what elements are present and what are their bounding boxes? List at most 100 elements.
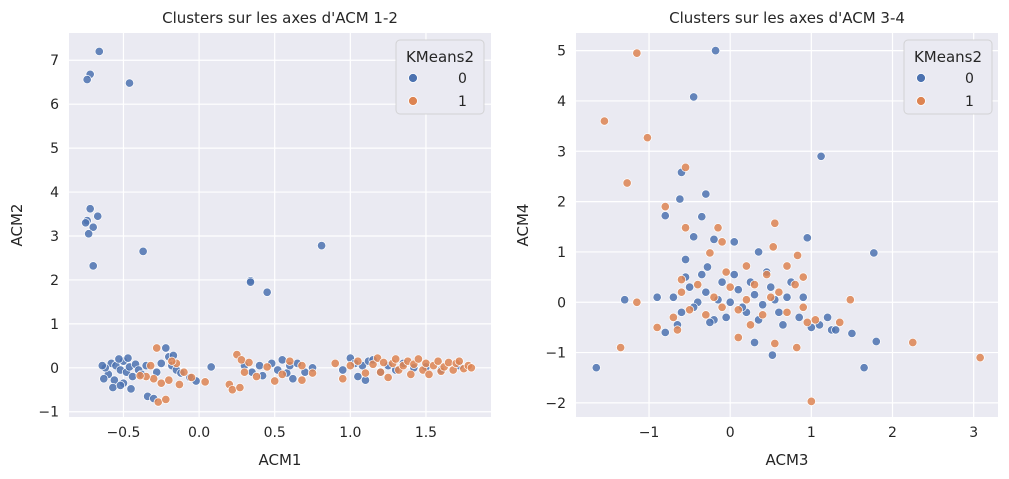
scatter-point-cluster-1-right [713,223,723,233]
scatter-point-cluster-0-right [816,151,826,161]
chart-right: −1 0 1 2 3 −2 −1 0 1 2 3 4 5 Clusters sur les axes … [514,9,998,469]
scatter-point-cluster-0-left [82,75,92,85]
scatter-point-cluster-0-right [668,292,678,302]
scatter-point-cluster-0-left [317,241,327,251]
scatter-point-cluster-1-left [444,357,454,368]
scatter-point-cluster-1-right [802,317,812,327]
scatter-point-cluster-1-right [806,396,816,406]
y-tick-labels-right: −2 −1 0 1 2 3 4 5 [545,44,566,412]
scatter-point-cluster-0-right [847,328,857,339]
x-axis-label-left: ACM1 [259,451,302,469]
scatter-point-cluster-0-left [245,277,256,287]
scatter-point-cluster-1-right [681,223,691,233]
scatter-point-cluster-1-right [733,305,743,315]
scatter-point-cluster-0-right [701,189,711,199]
scatter-point-cluster-1-left [466,363,476,373]
scatter-point-cluster-0-right [767,350,777,360]
x-tick-label-left: 0.0 [188,425,210,441]
y-axis-label-right: ACM4 [514,204,532,247]
scatter-point-cluster-0-left [338,365,348,375]
scatter-point-cluster-0-right [591,363,601,373]
scatter-point-cluster-1-left [252,372,262,382]
scatter-point-cluster-0-left [97,361,107,371]
scatter-point-cluster-1-left [376,367,386,377]
scatter-point-cluster-1-right [685,305,695,315]
scatter-point-cluster-1-left [391,354,401,364]
scatter-point-cluster-1-left [383,372,393,383]
scatter-point-cluster-1-left [360,368,371,378]
scatter-point-cluster-0-right [754,247,764,257]
scatter-point-cluster-0-left [114,354,124,364]
legend-label-1-left: 1 [458,94,467,110]
scatter-point-cluster-1-left [179,367,189,377]
scatter-point-cluster-0-right [697,212,707,222]
scatter-point-cluster-1-right [741,261,751,271]
scatter-point-cluster-0-left [138,246,148,256]
chart-title-right: Clusters sur les axes d'ACM 3-4 [669,9,905,27]
y-tick-label-left: −1 [38,405,59,421]
scatter-point-cluster-0-right [729,270,739,280]
x-axis-label-right: ACM3 [766,451,809,469]
scatter-point-cluster-0-right [652,292,662,302]
legend-marker-0-left [408,73,418,83]
scatter-point-cluster-1-left [167,356,177,366]
scatter-point-cluster-1-left [174,379,184,390]
scatter-point-cluster-0-right [721,312,731,322]
scatter-point-cluster-1-left [297,375,307,385]
scatter-point-cluster-0-left [353,372,363,382]
y-tick-label-right: −2 [545,396,566,412]
scatter-point-cluster-0-right [725,297,735,307]
scatter-point-cluster-1-left [244,357,254,368]
scatter-point-cluster-1-right [908,337,918,348]
scatter-point-cluster-1-left [330,358,340,368]
scatter-point-cluster-1-right [810,315,820,325]
legend-label-1-right: 1 [965,94,974,110]
scatter-point-cluster-1-right [762,270,772,280]
scatter-point-cluster-0-left [81,218,91,228]
scatter-point-cluster-1-left [424,369,434,379]
scatter-point-cluster-1-left [433,356,443,366]
scatter-point-cluster-1-left [413,354,423,364]
scatter-point-cluster-0-right [620,295,630,305]
scatter-point-cluster-1-right [717,302,727,312]
scatter-point-cluster-1-right [975,353,985,363]
scatter-point-cluster-1-right [749,280,760,290]
scatter-point-cluster-1-right [668,312,678,322]
scatter-point-cluster-1-right [632,297,642,307]
scatter-point-cluster-0-left [127,372,138,382]
scatter-point-cluster-1-right [672,325,682,335]
scatter-point-cluster-1-left [153,397,163,407]
scatter-points-right [591,46,985,406]
scatter-point-cluster-0-right [859,363,869,373]
scatter-point-cluster-1-right [770,338,780,349]
scatter-point-cluster-1-right [766,292,776,302]
y-tick-label-right: 5 [557,44,566,60]
scatter-point-cluster-1-right [741,295,751,305]
scatter-point-cluster-0-left [206,362,216,372]
legend-title-right: KMeans2 [914,48,982,66]
scatter-points-left [81,46,476,407]
scatter-point-cluster-1-left [353,356,363,366]
scatter-point-cluster-1-right [835,317,845,327]
scatter-point-cluster-1-right [790,280,800,290]
scatter-point-cluster-0-right [709,234,719,244]
scatter-point-cluster-0-left [85,204,95,214]
scatter-point-cluster-0-left [99,374,109,384]
scatter-point-cluster-1-right [717,237,727,247]
scatter-point-cluster-1-left [421,358,431,368]
scatter-point-cluster-1-right [676,287,687,297]
x-tick-label-right: 0 [726,425,735,441]
scatter-point-cluster-0-right [869,248,879,258]
scatter-point-cluster-0-right [778,320,788,330]
scatter-point-cluster-1-left [235,383,245,393]
legend-label-0-right: 0 [965,71,974,87]
scatter-point-cluster-0-left [277,355,287,365]
scatter-point-cluster-1-left [307,368,318,378]
scatter-point-cluster-0-left [255,361,265,371]
scatter-point-cluster-0-right [702,262,713,272]
y-tick-label-left: 2 [50,273,59,289]
x-tick-label-left: 1.0 [339,425,361,441]
y-tick-label-left: 3 [50,229,59,245]
y-tick-label-left: 4 [50,185,59,201]
scatter-point-cluster-1-left [156,378,166,388]
